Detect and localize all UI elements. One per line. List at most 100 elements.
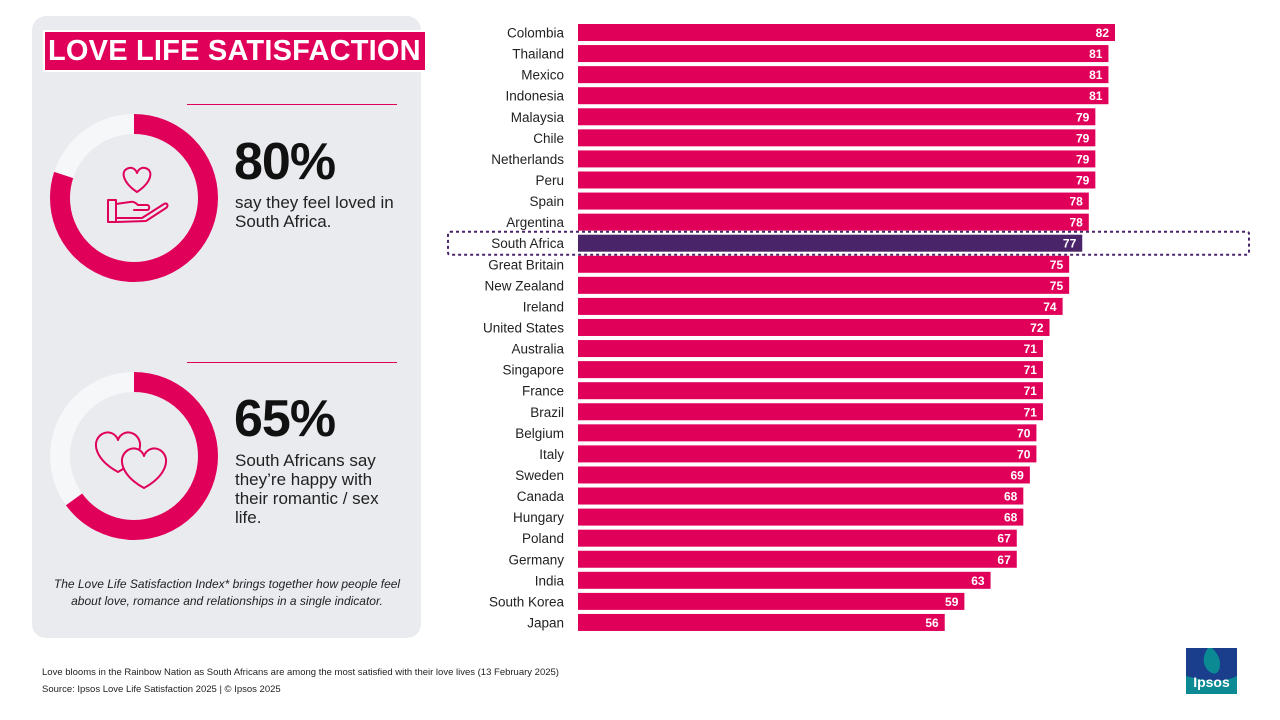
bar-united-states (578, 318, 1050, 336)
data-label: 79 (1076, 173, 1090, 187)
data-label: 71 (1024, 342, 1038, 356)
category-label: France (522, 384, 564, 399)
bar-australia (578, 340, 1043, 358)
source-text: Source: Ipsos Love Life Satisfaction 202… (42, 684, 281, 695)
data-label: 68 (1004, 511, 1018, 525)
index-footnote: The Love Life Satisfaction Index* brings… (53, 577, 401, 608)
donut-chart-loved (50, 114, 218, 282)
donut-arc (50, 372, 218, 540)
data-label: 82 (1096, 26, 1110, 40)
logo-shape (1186, 648, 1237, 694)
logo-text: Ipsos (1193, 674, 1230, 690)
data-label: 79 (1076, 110, 1090, 124)
heart-in-hand-icon (107, 166, 169, 223)
category-label: Peru (535, 173, 564, 188)
data-label: 74 (1043, 300, 1057, 314)
bar-argentina (578, 213, 1089, 231)
bar-france (578, 382, 1043, 400)
bar-poland (578, 529, 1017, 547)
page-title: LOVE LIFE SATISFACTION (43, 30, 427, 72)
bar-mexico (578, 66, 1109, 84)
category-label: Italy (539, 447, 564, 462)
bar-peru (578, 171, 1096, 189)
category-label: Japan (527, 615, 564, 630)
category-label: Colombia (507, 26, 565, 41)
stat-text-happy: South Africans say they’re happy with th… (235, 451, 379, 527)
two-hearts-icon (94, 431, 168, 489)
bar-ireland (578, 297, 1063, 315)
stat-divider (187, 362, 397, 363)
bar-thailand (578, 45, 1109, 63)
data-label: 68 (1004, 490, 1018, 504)
caption-text: Love blooms in the Rainbow Nation as Sou… (42, 667, 559, 678)
category-label: Chile (533, 131, 564, 146)
category-label: Malaysia (511, 110, 565, 125)
category-label: New Zealand (484, 278, 564, 293)
stat-value-happy: 65% (234, 390, 336, 448)
summary-panel (32, 16, 421, 638)
data-label: 67 (997, 532, 1011, 546)
highlight-outline (447, 230, 1250, 256)
category-label: India (535, 573, 565, 588)
category-label: Poland (522, 531, 564, 546)
data-label: 67 (997, 553, 1011, 567)
data-label: 63 (971, 574, 985, 588)
category-label: Spain (529, 194, 564, 209)
bar-hungary (578, 508, 1024, 526)
data-label: 70 (1017, 447, 1031, 461)
category-label: Brazil (530, 405, 564, 420)
data-label: 78 (1069, 216, 1083, 230)
category-label: Singapore (502, 363, 564, 378)
bar-canada (578, 487, 1024, 505)
data-label: 79 (1076, 152, 1090, 166)
country-bar-chart: Colombia 82 Thailand 81 Mexico 81 Indonesia 81 M… (447, 24, 1250, 631)
data-label: 72 (1030, 321, 1044, 335)
bar-chile (578, 129, 1096, 147)
bar-germany (578, 550, 1017, 568)
bar-south-africa (578, 234, 1083, 252)
category-label: Hungary (513, 510, 564, 525)
data-label: 71 (1024, 405, 1038, 419)
data-label: 71 (1024, 363, 1038, 377)
category-label: Thailand (512, 47, 564, 62)
category-label: Great Britain (488, 257, 564, 272)
data-label: 71 (1024, 384, 1038, 398)
donut-chart-happy (50, 372, 218, 540)
bar-india (578, 571, 991, 589)
data-label: 56 (925, 616, 939, 630)
data-label: 81 (1089, 89, 1103, 103)
bar-italy (578, 445, 1037, 463)
bar-indonesia (578, 87, 1109, 105)
category-label: United States (483, 320, 564, 335)
data-label: 75 (1050, 279, 1064, 293)
data-label: 59 (945, 595, 959, 609)
bar-belgium (578, 424, 1037, 442)
category-label: Sweden (515, 468, 564, 483)
ipsos-logo: Ipsos (1186, 648, 1237, 694)
bar-netherlands (578, 150, 1096, 168)
category-label: Australia (511, 342, 564, 357)
category-label: South Korea (489, 594, 565, 609)
bar-spain (578, 192, 1089, 210)
category-label: Mexico (521, 68, 564, 83)
stat-value-loved: 80% (234, 133, 336, 191)
stat-text-loved: say they feel loved in South Africa. (235, 193, 394, 231)
data-label: 79 (1076, 131, 1090, 145)
category-label: Canada (517, 489, 565, 504)
data-label: 75 (1050, 258, 1064, 272)
bar-colombia (578, 24, 1115, 41)
data-label: 77 (1063, 237, 1077, 251)
bar-south-korea (578, 592, 965, 610)
bar-japan (578, 613, 945, 631)
bar-singapore (578, 361, 1043, 379)
category-label: Argentina (506, 215, 564, 230)
bar-sweden (578, 466, 1030, 484)
data-label: 70 (1017, 426, 1031, 440)
bar-brazil (578, 403, 1043, 421)
category-label: Netherlands (491, 152, 564, 167)
category-label: Ireland (523, 299, 564, 314)
bar-great-britain (578, 255, 1070, 273)
category-label: Germany (508, 552, 564, 567)
data-label: 81 (1089, 68, 1103, 82)
stat-divider (187, 104, 397, 105)
